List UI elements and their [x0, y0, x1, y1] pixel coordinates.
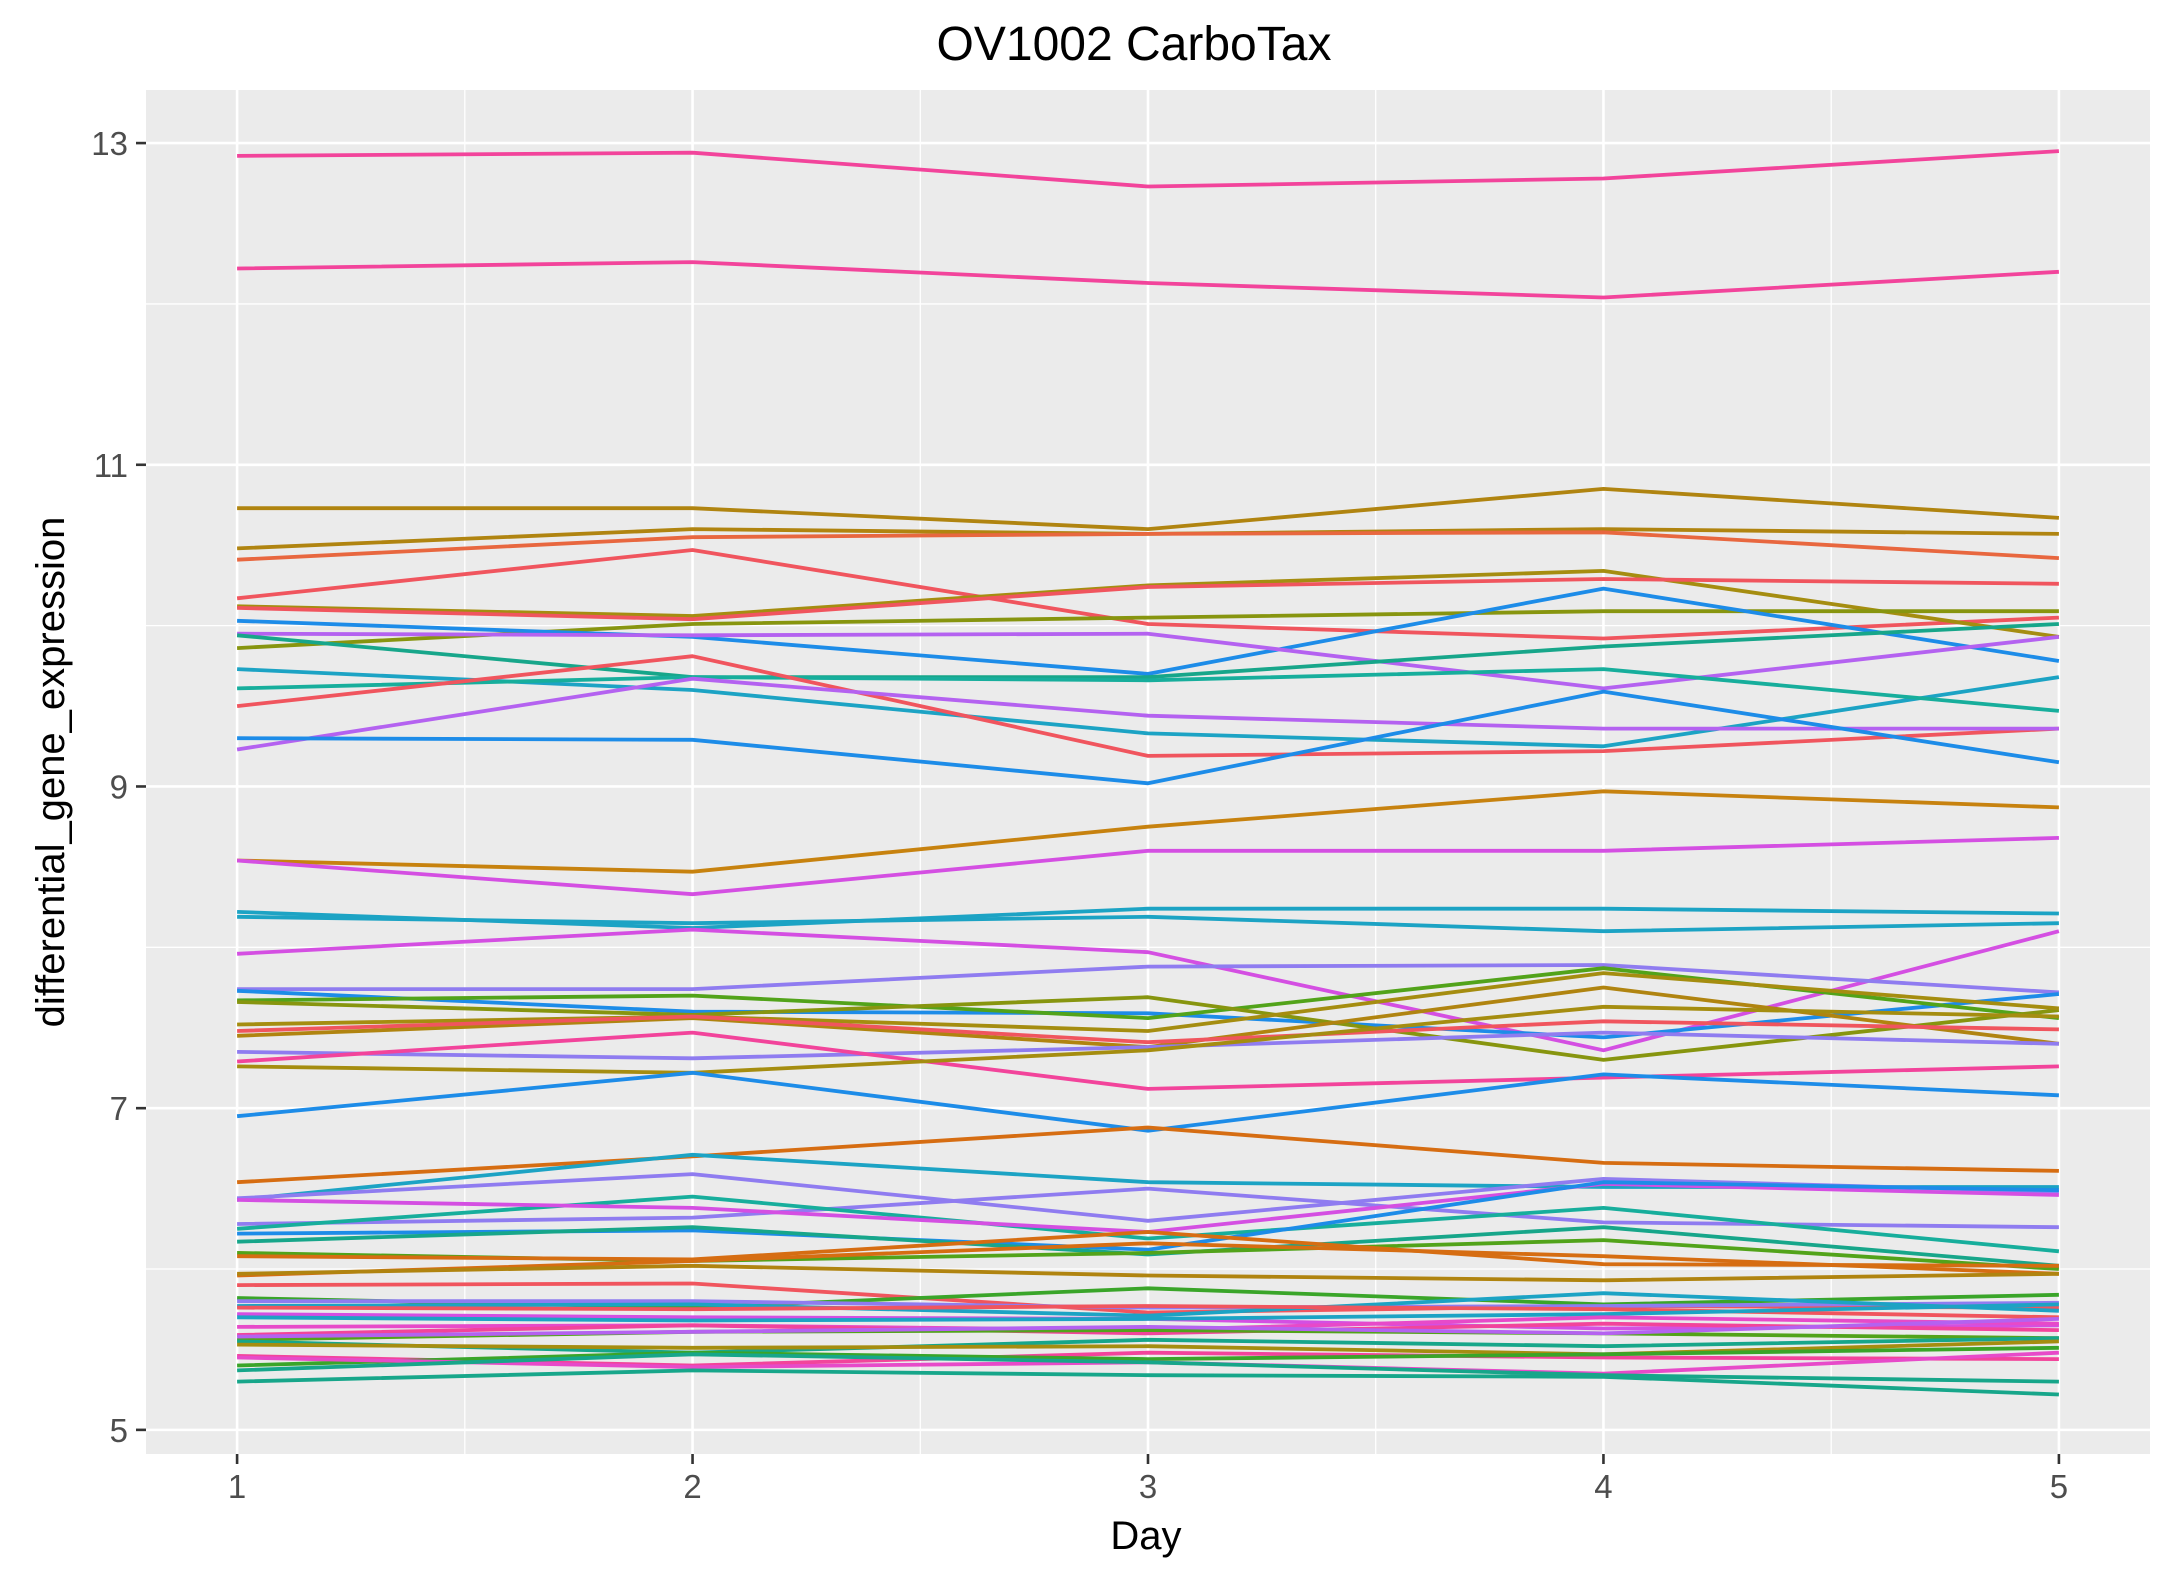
series-line-26	[237, 995, 2060, 1062]
grid-lines	[146, 90, 2150, 1454]
x-tick-label: 2	[683, 1468, 701, 1505]
y-tick-label: 9	[110, 768, 128, 805]
y-tick-label: 11	[94, 447, 128, 484]
series-line-54	[237, 1321, 2059, 1337]
series-line-14	[237, 667, 2060, 713]
axes: 1 2 3 4 5 5 7 9 11 13	[91, 125, 2068, 1505]
series-line-11	[237, 631, 2060, 691]
x-tick-label: 1	[228, 1468, 246, 1505]
series-line-27	[237, 971, 2060, 1033]
y-tick-label: 5	[110, 1412, 128, 1449]
series-line-1	[237, 149, 2060, 189]
series-line-12	[236, 622, 2059, 679]
series-line-56	[237, 1317, 2059, 1339]
series-line-31	[236, 1030, 2059, 1091]
series-line-30	[237, 1030, 2059, 1061]
series-line-8	[237, 577, 2059, 622]
series-line-21	[237, 914, 2059, 934]
series-line-17	[237, 689, 2060, 786]
x-axis-title: Day	[1110, 1514, 1181, 1558]
series-line-3	[237, 486, 2060, 531]
y-axis-title: differential_gene_expression	[29, 517, 73, 1028]
series-line-45	[237, 1263, 2059, 1283]
series-line-32	[237, 1004, 2059, 1075]
series-line-5	[237, 530, 2060, 562]
chart-title: OV1002 CarboTax	[937, 18, 1332, 71]
series-line-13	[237, 667, 2060, 749]
series-line-38	[236, 1194, 2060, 1254]
series-line-19	[236, 836, 2059, 897]
x-tick-label: 3	[1139, 1468, 1157, 1505]
series-line-44	[237, 1241, 2059, 1278]
series-line-2	[237, 260, 2060, 300]
series-line-57	[237, 1336, 2059, 1355]
series-line-52	[237, 1302, 2059, 1323]
y-tick-label: 13	[91, 125, 128, 162]
series-line-15	[236, 654, 2059, 758]
x-tick-label: 5	[2050, 1468, 2068, 1505]
series-line-43	[237, 1230, 2059, 1268]
series-line-62	[237, 1352, 2059, 1384]
series-line-23	[237, 963, 2060, 995]
series-line-10	[237, 586, 2060, 676]
series-line-6	[236, 548, 2059, 641]
series-line-63	[237, 1368, 2059, 1397]
series-line-18	[237, 789, 2059, 874]
series-line-29	[237, 1014, 2059, 1045]
y-tick-label: 7	[110, 1090, 128, 1127]
series-line-34	[236, 1125, 2059, 1185]
series-line-58	[237, 1339, 2059, 1357]
series-line-16	[236, 676, 2059, 752]
series-line-49	[237, 1291, 2059, 1318]
series-line-60	[237, 1345, 2059, 1368]
x-tick-label: 4	[1594, 1468, 1612, 1505]
series-line-33	[236, 1070, 2059, 1133]
series-lines	[236, 149, 2060, 1397]
